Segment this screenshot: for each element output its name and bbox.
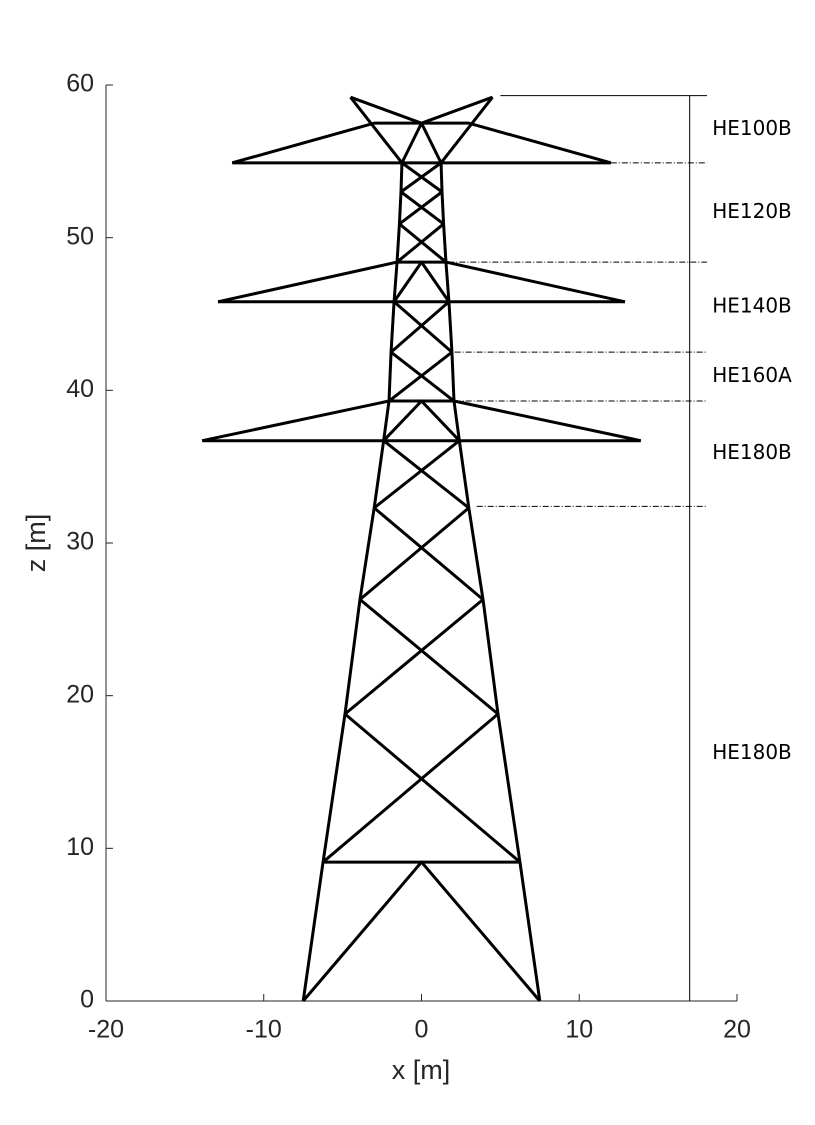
tower-member (373, 439, 461, 510)
tower-member (400, 121, 443, 164)
tower-member (401, 161, 443, 194)
tower-member (390, 350, 455, 403)
tower-member (396, 222, 445, 264)
tower-member (382, 439, 470, 510)
tower-member (217, 260, 626, 304)
tower-member (439, 96, 494, 164)
y-tick-label: 10 (66, 833, 94, 861)
y-tick-label: 30 (66, 528, 94, 556)
tower-member (301, 162, 404, 1002)
section-label: HE140B (712, 294, 792, 318)
section-label: HE100B (712, 116, 792, 140)
y-tick-label: 40 (66, 375, 94, 403)
x-tick-label: 10 (565, 1016, 593, 1044)
tower-member (349, 96, 404, 164)
tower-member (322, 712, 499, 864)
tower-member (393, 300, 453, 354)
tower-member (344, 712, 521, 864)
x-tick-label: 0 (415, 1016, 429, 1044)
tower-member (359, 506, 470, 601)
tower-member (201, 399, 642, 443)
y-tick-label: 20 (66, 680, 94, 708)
tower-member (302, 860, 541, 1002)
tower-member (373, 506, 484, 601)
section-label: HE160A (712, 363, 792, 387)
y-tick-label: 60 (66, 70, 94, 98)
tower-member (382, 399, 461, 442)
tower-member (390, 300, 450, 354)
tower-member (349, 95, 494, 125)
x-tick-label: -10 (246, 1016, 282, 1044)
section-label: HE180B (712, 740, 792, 764)
tower-member (344, 598, 484, 716)
y-tick-label: 0 (80, 986, 94, 1014)
x-axis-label: x [m] (392, 1055, 451, 1085)
x-tick-label: 20 (723, 1016, 751, 1044)
tower-member (392, 260, 451, 303)
tower-member (398, 222, 447, 264)
x-tick-label: -20 (88, 1016, 124, 1044)
y-tick-label: 50 (66, 222, 94, 250)
y-axis-label: z [m] (21, 514, 51, 573)
tower-member (231, 121, 612, 165)
section-label: HE180B (712, 440, 792, 464)
tower-member (359, 598, 499, 716)
section-label: HE120B (712, 199, 792, 223)
tower-member (400, 190, 445, 226)
tower-member (439, 162, 542, 1002)
